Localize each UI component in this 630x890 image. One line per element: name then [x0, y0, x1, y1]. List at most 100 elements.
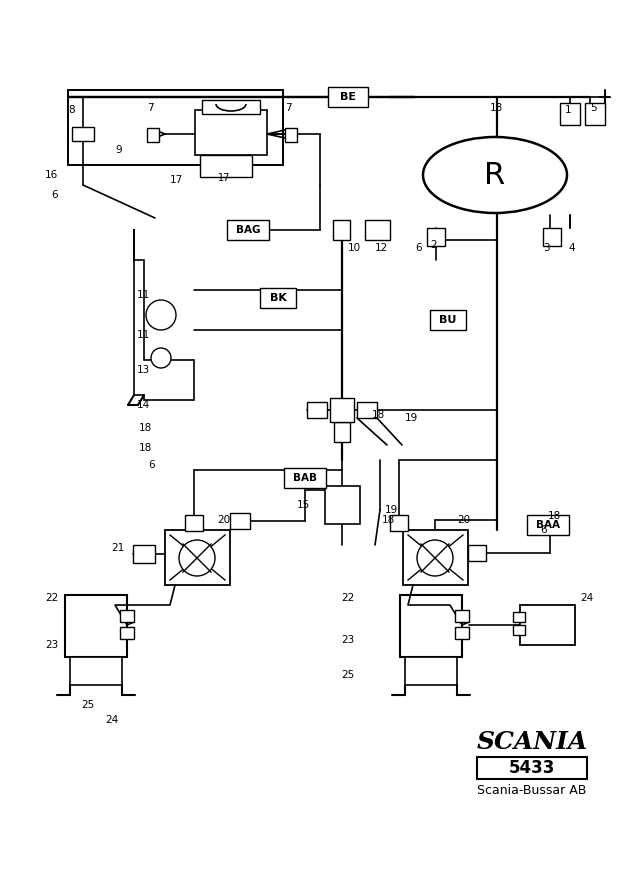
Circle shape — [179, 540, 215, 576]
Text: R: R — [484, 160, 506, 190]
Text: SCANIA: SCANIA — [476, 730, 588, 754]
Text: 3: 3 — [543, 243, 549, 253]
Text: 6: 6 — [52, 190, 58, 200]
Bar — [334, 422, 350, 442]
Text: 18: 18 — [548, 511, 561, 521]
Bar — [200, 155, 252, 177]
Text: 23: 23 — [341, 635, 355, 645]
Bar — [560, 103, 580, 125]
Bar — [120, 627, 134, 639]
Text: 25: 25 — [82, 700, 95, 710]
Text: BAA: BAA — [536, 520, 560, 530]
Text: 6: 6 — [540, 525, 547, 535]
Bar — [72, 127, 94, 141]
Text: 17: 17 — [218, 173, 231, 183]
Text: 18: 18 — [490, 103, 503, 113]
Bar — [202, 100, 260, 114]
Bar — [70, 657, 122, 685]
Text: 11: 11 — [137, 290, 150, 300]
Text: BE: BE — [340, 92, 356, 102]
Text: 24: 24 — [105, 715, 118, 725]
Bar — [543, 228, 561, 246]
Bar — [285, 128, 297, 142]
Bar — [65, 595, 127, 657]
Text: 24: 24 — [580, 593, 593, 603]
Bar — [330, 398, 354, 422]
Bar — [513, 625, 525, 635]
Text: 2: 2 — [430, 240, 437, 250]
Text: 19: 19 — [385, 505, 398, 515]
Text: BAB: BAB — [293, 473, 317, 483]
Bar — [195, 110, 267, 155]
Bar — [133, 545, 155, 563]
Bar — [307, 402, 327, 418]
Text: 9: 9 — [115, 145, 122, 155]
Bar — [468, 545, 486, 561]
Text: 20: 20 — [457, 515, 470, 525]
Circle shape — [151, 348, 171, 368]
Text: 8: 8 — [68, 105, 74, 115]
Text: 25: 25 — [341, 670, 355, 680]
Text: 1: 1 — [565, 105, 571, 115]
Bar — [520, 605, 575, 645]
Text: 4: 4 — [568, 243, 575, 253]
Text: 5: 5 — [590, 103, 597, 113]
Bar — [68, 90, 283, 165]
Text: 23: 23 — [45, 640, 58, 650]
Bar — [430, 310, 466, 330]
Bar — [585, 103, 605, 125]
Bar — [357, 402, 377, 418]
Bar — [185, 515, 203, 531]
Text: BAG: BAG — [236, 225, 260, 235]
Text: 14: 14 — [137, 400, 150, 410]
Text: 22: 22 — [45, 593, 58, 603]
Bar — [427, 228, 445, 246]
Circle shape — [417, 540, 453, 576]
Text: 19: 19 — [405, 413, 418, 423]
Bar — [390, 515, 408, 531]
Bar — [400, 595, 462, 657]
Bar — [477, 757, 587, 779]
Text: 21: 21 — [112, 543, 125, 553]
Bar — [147, 128, 159, 142]
Text: 5433: 5433 — [509, 759, 555, 777]
Text: 18: 18 — [382, 515, 395, 525]
Bar — [227, 220, 269, 240]
Bar — [165, 530, 230, 585]
Text: 13: 13 — [137, 365, 150, 375]
Text: 15: 15 — [297, 500, 310, 510]
Text: 17: 17 — [170, 175, 183, 185]
Bar — [513, 612, 525, 622]
Bar — [328, 87, 368, 107]
Circle shape — [146, 300, 176, 330]
Text: 20: 20 — [217, 515, 230, 525]
Text: 16: 16 — [45, 170, 58, 180]
Text: 11: 11 — [137, 330, 150, 340]
Text: 6: 6 — [415, 243, 421, 253]
Text: 18: 18 — [139, 423, 152, 433]
Bar — [403, 530, 468, 585]
Text: 18: 18 — [372, 410, 386, 420]
Text: 12: 12 — [375, 243, 388, 253]
Text: 6: 6 — [149, 460, 155, 470]
Bar — [455, 627, 469, 639]
Bar — [405, 657, 457, 685]
Bar — [455, 610, 469, 622]
Bar — [333, 220, 350, 240]
Bar — [284, 468, 326, 488]
Bar — [120, 610, 134, 622]
Bar — [527, 515, 569, 535]
Ellipse shape — [423, 137, 567, 213]
Bar — [365, 220, 390, 240]
Bar — [325, 486, 360, 524]
Text: 7: 7 — [285, 103, 292, 113]
Text: 7: 7 — [147, 103, 154, 113]
Text: 18: 18 — [139, 443, 152, 453]
Text: BU: BU — [439, 315, 457, 325]
Text: 22: 22 — [341, 593, 355, 603]
Bar — [260, 288, 296, 308]
Text: Scania-Bussar AB: Scania-Bussar AB — [478, 783, 587, 797]
Bar — [230, 513, 250, 529]
Text: BK: BK — [270, 293, 287, 303]
Text: 10: 10 — [348, 243, 361, 253]
